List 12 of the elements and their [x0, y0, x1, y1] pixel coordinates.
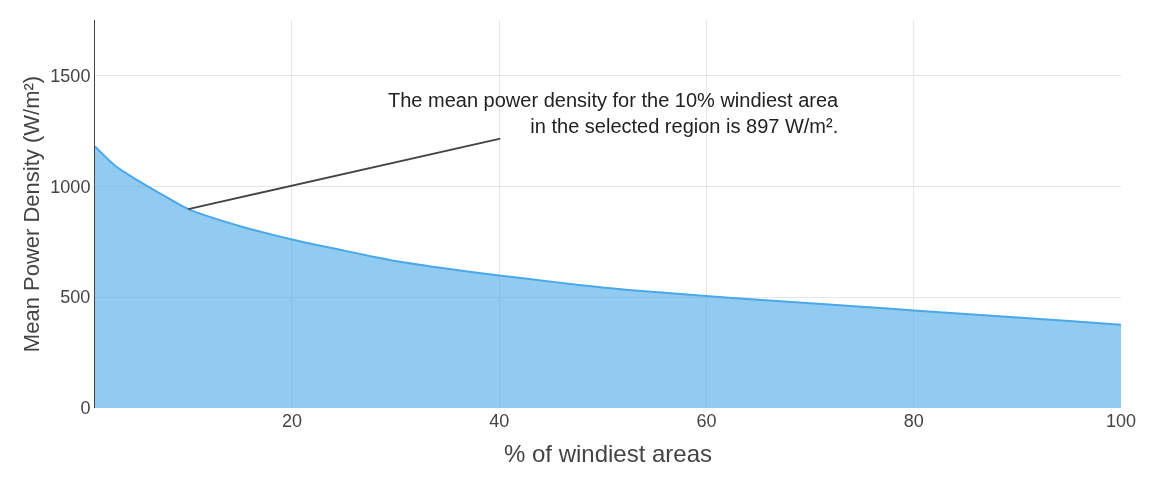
x-axis-title: % of windiest areas	[503, 440, 713, 468]
x-tick-label: 60	[696, 411, 717, 431]
y-tick-label: 0	[80, 398, 91, 419]
x-tick-label: 80	[903, 411, 924, 431]
y-tick-label: 1000	[50, 176, 91, 197]
x-tick-label: 20	[281, 411, 302, 431]
x-tick-label: 100	[1105, 411, 1137, 431]
annotation: The mean power density for the 10% windiest area in the selected region is 897 W/m².	[388, 89, 840, 137]
y-axis-title: Mean Power Density (W/m²)	[19, 75, 45, 353]
y-tick-label: 500	[60, 287, 91, 308]
y-tick-label: 1500	[50, 65, 91, 86]
x-tick-label: 40	[489, 411, 510, 431]
